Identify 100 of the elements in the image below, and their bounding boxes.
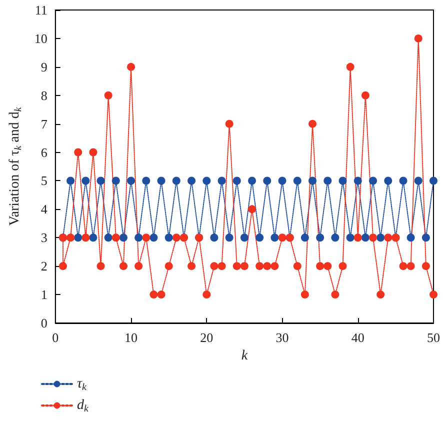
point [338,176,347,185]
point [164,234,173,242]
point [225,120,234,128]
point [112,234,120,242]
point [414,176,422,185]
point [293,262,302,270]
point [202,290,211,299]
point [256,234,264,242]
point [210,262,218,270]
point [74,234,82,242]
y-tick-label: 1 [40,287,48,302]
point [406,262,415,270]
point [150,234,158,242]
point [240,262,248,270]
point [157,290,166,299]
point [82,176,90,185]
point [346,62,354,71]
y-tick-label: 7 [40,116,48,132]
point [376,234,385,242]
point [134,262,143,270]
point [399,262,408,270]
point [369,234,378,242]
x-tick-label: 20 [200,330,214,345]
point [164,262,173,270]
x-tick-label: 0 [52,330,59,345]
point [96,262,105,270]
y-tick-label: 3 [40,230,48,246]
point [308,120,317,128]
point [119,262,128,270]
point [119,234,128,242]
point [308,176,317,185]
point [248,205,256,214]
point [82,234,90,242]
point [58,262,67,270]
point [406,234,415,242]
point [202,176,211,185]
point [142,234,150,242]
point [316,262,324,270]
point [361,91,370,100]
point [414,34,422,42]
point [248,176,256,185]
point [270,234,279,242]
x-tick-label: 10 [124,330,138,345]
point [172,176,180,185]
y-axis-title: Variation of τk and dk [8,106,24,226]
point [316,234,324,242]
point [188,176,196,185]
point [324,262,332,270]
point [331,290,340,299]
x-tick-label: 30 [276,330,289,345]
y-tick-label: 6 [40,144,48,160]
point [96,176,105,185]
point [384,176,392,185]
point [218,262,226,270]
point [324,176,332,185]
point [399,176,408,185]
point [188,262,196,270]
point [331,234,340,242]
y-tick-label: 2 [40,258,48,274]
point [218,176,226,185]
x-tick-label: 50 [427,330,440,345]
point [142,176,150,185]
point [157,176,166,185]
point [232,176,241,185]
point [232,262,241,270]
point [338,262,347,270]
y-tick-label: 11 [34,2,48,18]
point [361,234,370,242]
point [104,234,112,242]
point [89,234,98,242]
point [225,234,234,242]
point [430,176,438,185]
y-tick-label: 8 [40,88,48,103]
x-axis-title: k [241,348,248,364]
point [66,234,75,242]
point [300,234,309,242]
point [376,290,385,299]
point [422,234,430,242]
point [384,234,392,242]
point [278,176,286,185]
point [300,290,309,299]
point [354,234,362,242]
point [422,262,430,270]
point [369,176,378,185]
point [346,234,354,242]
point [127,62,136,71]
point [150,290,158,299]
y-tick-label: 10 [34,30,48,46]
y-tick-label: 5 [40,173,48,188]
point [112,176,120,185]
point [256,262,264,270]
x-tick-label: 40 [351,330,364,345]
point [104,91,112,100]
point [89,148,98,156]
point [210,234,218,242]
point [263,176,272,185]
point [278,234,286,242]
point [127,176,136,185]
y-tick-label: 0 [40,316,48,330]
point [263,262,272,270]
